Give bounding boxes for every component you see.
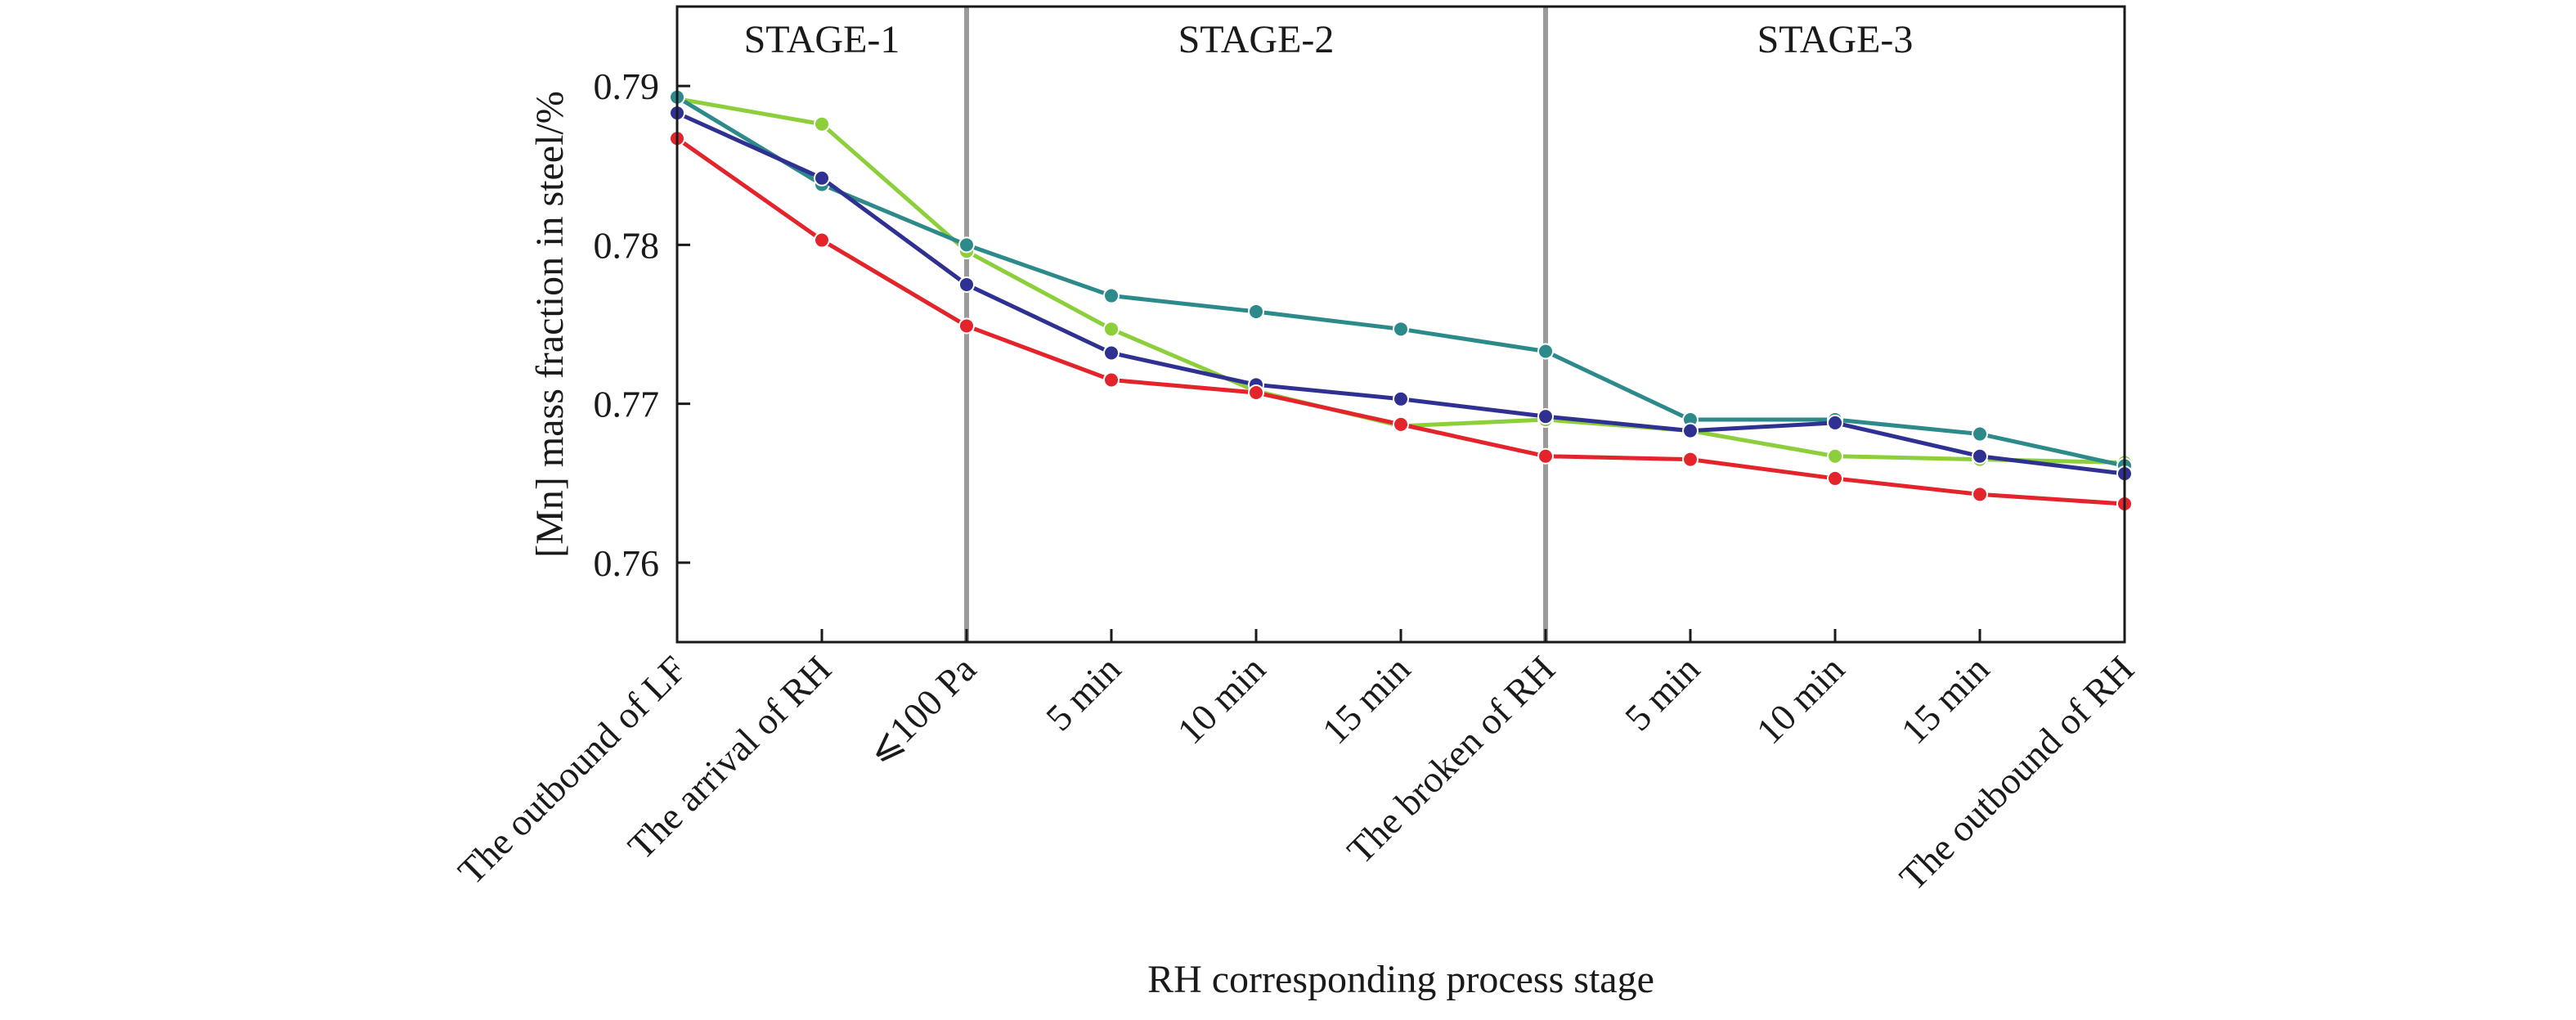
data-point bbox=[1103, 287, 1120, 304]
y-axis-title: [Mn] mass fraction in steel/% bbox=[528, 91, 572, 558]
data-point bbox=[1972, 447, 1988, 465]
data-point bbox=[1103, 344, 1120, 362]
data-point bbox=[1827, 414, 1843, 431]
y-tick-label: 0.76 bbox=[594, 542, 660, 584]
data-point bbox=[1682, 422, 1699, 439]
data-point bbox=[814, 231, 830, 249]
stage-label: STAGE-3 bbox=[1757, 18, 1914, 61]
data-point bbox=[958, 236, 975, 254]
data-point bbox=[1537, 447, 1554, 465]
x-tick-label: 15 min bbox=[1893, 648, 1997, 752]
data-point bbox=[1827, 447, 1843, 465]
data-point bbox=[1248, 303, 1264, 320]
x-tick-label: 10 min bbox=[1748, 648, 1852, 752]
y-tick-label: 0.79 bbox=[594, 65, 660, 107]
y-tick-label: 0.78 bbox=[594, 224, 660, 266]
x-tick-label: 15 min bbox=[1314, 648, 1418, 752]
data-point bbox=[1682, 451, 1699, 468]
stage-label: STAGE-2 bbox=[1178, 18, 1335, 61]
data-point bbox=[1393, 390, 1409, 407]
data-point bbox=[1827, 470, 1843, 487]
y-tick-label: 0.77 bbox=[594, 384, 660, 425]
data-point bbox=[1103, 321, 1120, 338]
data-point bbox=[814, 169, 830, 186]
data-point bbox=[814, 115, 830, 133]
series-line bbox=[676, 97, 2125, 465]
data-point bbox=[1972, 486, 1988, 503]
data-point bbox=[1248, 384, 1264, 402]
x-tick-label: ⩽100 Pa bbox=[859, 648, 984, 773]
data-point bbox=[1393, 416, 1409, 433]
x-tick-label: 5 min bbox=[1617, 648, 1708, 739]
data-point bbox=[958, 317, 975, 335]
x-axis-title: RH corresponding process stage bbox=[1147, 958, 1654, 1001]
data-point bbox=[1537, 408, 1554, 425]
stage-label: STAGE-1 bbox=[744, 18, 900, 61]
data-point bbox=[958, 276, 975, 293]
data-point bbox=[1103, 371, 1120, 389]
data-point bbox=[1393, 321, 1409, 338]
x-tick-label: 5 min bbox=[1038, 648, 1129, 739]
data-point bbox=[1537, 343, 1554, 360]
data-point bbox=[1972, 425, 1988, 443]
x-tick-label: 10 min bbox=[1169, 648, 1273, 752]
